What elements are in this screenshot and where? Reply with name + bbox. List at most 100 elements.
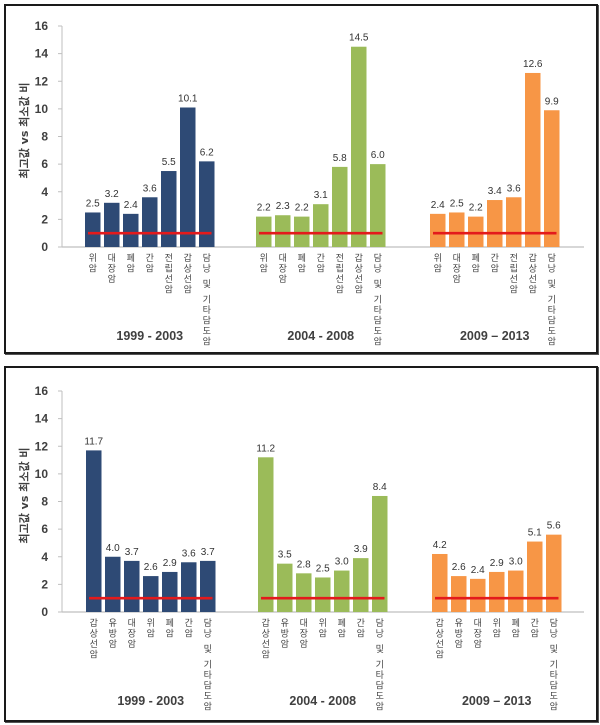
bar-value-label: 2.8 [297,559,311,570]
bar-value-label: 5.6 [547,521,561,532]
chart-panel-bottom: 0 2 4 6 8 10 12 14 16 최고값 vs 최소값 비 11.7 갑 상 선 암 4.0 유 방 암 3… [4,366,598,722]
y-tick-label: 2 [41,212,48,226]
group-label: 1999 - 2003 [116,329,183,343]
bar-value-label: 2.5 [86,198,100,209]
bar [105,556,121,612]
bar-value-label: 14.5 [349,33,369,44]
bar [277,563,293,612]
y-axis-title: 최고값 vs 최소값 비 [17,447,31,543]
bar [487,200,503,247]
y-tick-label: 4 [41,550,48,564]
bar [451,576,467,612]
bar [104,202,120,247]
bar [86,450,102,612]
y-tick-label: 14 [35,412,49,426]
bar [527,541,543,612]
bar-value-label: 11.7 [84,436,103,447]
bar-value-label: 2.4 [431,200,445,211]
bar-value-label: 2.4 [471,565,485,576]
bar [432,553,448,612]
bar-value-label: 3.6 [143,183,157,194]
bar [470,578,486,612]
bar-value-label: 3.0 [335,557,349,568]
bar-value-label: 3.6 [507,183,521,194]
bar [372,495,388,612]
bar-value-label: 6.2 [200,147,214,158]
bar-value-label: 11.2 [256,443,275,454]
y-tick-label: 16 [35,384,49,398]
bar-value-label: 3.7 [201,547,215,558]
bar [294,216,310,247]
bar-value-label: 6.0 [371,150,385,161]
bar-value-label: 3.9 [354,544,368,555]
y-tick-label: 12 [35,74,49,88]
bar-value-label: 2.2 [469,203,483,214]
bar [370,164,386,247]
bar-value-label: 8.4 [373,482,387,493]
bar-value-label: 4.2 [433,540,447,551]
bar-value-label: 2.9 [490,558,504,569]
bar-value-label: 2.4 [124,200,138,211]
y-tick-label: 16 [35,19,49,33]
y-tick-label: 6 [41,522,48,536]
y-tick-label: 6 [41,157,48,171]
y-tick-label: 10 [35,467,49,481]
bar-value-label: 2.2 [295,203,309,214]
y-tick-label: 12 [35,439,49,453]
bar-value-label: 3.5 [278,550,292,561]
group-label: 2009 – 2013 [460,329,530,343]
group-label: 2009 – 2013 [462,694,532,708]
bar [489,571,505,612]
chart-bottom-svg: 0 2 4 6 8 10 12 14 16 최고값 vs 최소값 비 11.7 갑 상 선 암 4.0 유 방 암 3… [17,384,584,713]
bar [143,576,159,612]
bar [142,197,158,247]
group-label: 2004 - 2008 [287,329,354,343]
bar [85,212,101,247]
bar-value-label: 4.0 [106,543,120,554]
chart-panel-top: 0 2 4 6 8 10 12 14 16 최고값 vs 최소값 비 2.5 위 암 3.2 대 장 암 2.4 폐… [4,4,598,354]
bar [256,216,272,247]
bar-value-label: 2.5 [450,198,464,209]
bar [123,213,139,247]
bar [544,110,560,247]
y-tick-label: 0 [41,240,48,254]
bar-value-label: 5.1 [528,528,542,539]
bar-value-label: 12.6 [523,59,543,70]
y-tick-label: 14 [35,47,49,61]
bar [162,571,178,612]
bar [525,72,541,248]
bar [124,560,140,612]
y-tick-label: 0 [41,605,48,619]
y-tick-label: 4 [41,185,48,199]
bar-value-label: 2.9 [163,558,177,569]
bar-value-label: 3.6 [182,548,196,559]
bar [258,457,274,612]
bar-value-label: 2.2 [257,203,271,214]
bar [200,560,216,612]
bar-value-label: 2.5 [316,563,330,574]
